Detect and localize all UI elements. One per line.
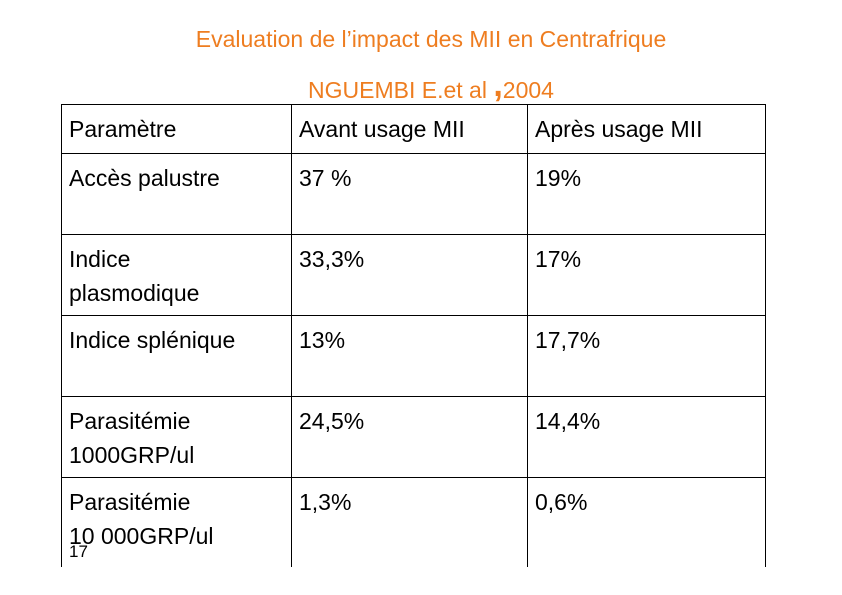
param-label: Parasitémie — [69, 489, 191, 515]
table-header-row: Paramètre Avant usage MII Après usage MI… — [61, 104, 766, 154]
after-cell: 0,6% — [527, 477, 766, 578]
before-cell: 1,3% — [291, 477, 528, 578]
param-cell: Parasitémie 1000GRP/ul — [61, 396, 292, 478]
param-cell: Indice plasmodique — [61, 234, 292, 316]
comma-mark: , — [493, 66, 503, 104]
table-row: Parasitémie 1000GRP/ul 24,5% 14,4% — [61, 396, 766, 478]
param-cell: Indice splénique — [61, 315, 292, 397]
header-cell-apres: Après usage MII — [527, 104, 766, 154]
param-label: 10 000GRP/ul — [69, 523, 214, 549]
table-row: Indice plasmodique 33,3% 17% — [61, 234, 766, 316]
author-text: NGUEMBI E.et al — [308, 77, 487, 103]
before-cell: 37 % — [291, 153, 528, 235]
table-row: Parasitémie 10 000GRP/ul 1,3% 0,6% — [61, 477, 766, 578]
param-label: plasmodique — [69, 280, 200, 306]
param-cell: Parasitémie 10 000GRP/ul — [61, 477, 292, 578]
table-row: Accès palustre 37 % 19% — [61, 153, 766, 235]
param-label: Indice — [69, 246, 131, 272]
before-cell: 33,3% — [291, 234, 528, 316]
results-table: Paramètre Avant usage MII Après usage MI… — [61, 104, 766, 578]
after-cell: 14,4% — [527, 396, 766, 478]
before-cell: 13% — [291, 315, 528, 397]
after-cell: 17,7% — [527, 315, 766, 397]
table-row: Indice splénique 13% 17,7% — [61, 315, 766, 397]
year-text: 2004 — [502, 77, 554, 103]
param-label: Accès palustre — [69, 165, 220, 191]
slide-number: 17 — [69, 542, 88, 561]
after-cell: 17% — [527, 234, 766, 316]
slide-title: Evaluation de l’impact des MII en Centra… — [195, 26, 667, 52]
after-cell: 19% — [527, 153, 766, 235]
param-label: 1000GRP/ul — [69, 442, 195, 468]
param-cell: Accès palustre — [61, 153, 292, 235]
header-cell-parametre: Paramètre — [61, 104, 292, 154]
slide-subtitle: NGUEMBI E.et al ,2004 — [0, 66, 842, 107]
before-cell: 24,5% — [291, 396, 528, 478]
param-label: Indice splénique — [69, 327, 236, 353]
page-bottom-edge — [0, 567, 842, 595]
param-label: Parasitémie — [69, 408, 191, 434]
header-cell-avant: Avant usage MII — [291, 104, 528, 154]
